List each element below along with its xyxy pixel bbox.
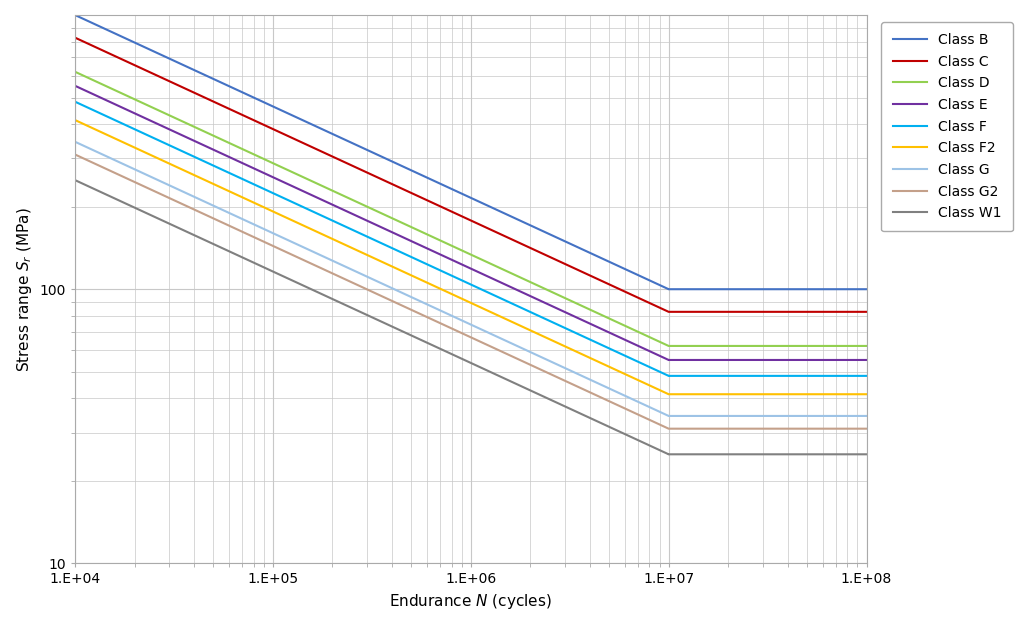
Class B: [662, 285, 674, 293]
Line: Class F2: Class F2: [75, 120, 867, 394]
Class F: [662, 372, 674, 379]
Class B: [860, 285, 873, 293]
Line: Class D: Class D: [75, 72, 867, 346]
Line: Class G: Class G: [75, 141, 867, 416]
Class B: [272, 105, 285, 113]
Class D: [332, 190, 344, 197]
Class D: [69, 68, 81, 76]
Class F: [272, 192, 285, 200]
Class G2: [303, 259, 316, 267]
Class E: [332, 203, 344, 211]
X-axis label: Endurance $N$ (cycles): Endurance $N$ (cycles): [390, 592, 552, 611]
Class G: [662, 412, 674, 419]
Line: Class W1: Class W1: [75, 180, 867, 454]
Class C: [860, 308, 873, 316]
Class F2: [272, 210, 285, 218]
Class E: [69, 82, 81, 90]
Class G2: [332, 272, 344, 280]
Class C: [662, 308, 674, 316]
Line: Class E: Class E: [75, 86, 867, 360]
Class D: [615, 321, 627, 328]
Class W1: [860, 451, 873, 458]
Class F: [69, 98, 81, 105]
Y-axis label: Stress range $S_r$ (MPa): Stress range $S_r$ (MPa): [15, 207, 34, 372]
Class W1: [69, 177, 81, 184]
Class E: [860, 356, 873, 364]
Class B: [615, 264, 627, 271]
Class B: [793, 285, 805, 293]
Class W1: [332, 298, 344, 305]
Class E: [662, 356, 674, 364]
Line: Class F: Class F: [75, 101, 867, 376]
Class C: [69, 34, 81, 41]
Class G2: [860, 425, 873, 433]
Class G: [793, 412, 805, 419]
Class D: [793, 342, 805, 350]
Class G: [272, 232, 285, 240]
Class G: [707, 412, 720, 419]
Class F2: [860, 391, 873, 398]
Class G: [303, 246, 316, 254]
Class F: [303, 206, 316, 213]
Class F2: [707, 391, 720, 398]
Class B: [707, 285, 720, 293]
Class C: [615, 286, 627, 294]
Class B: [332, 133, 344, 140]
Class G2: [793, 425, 805, 433]
Class D: [662, 342, 674, 350]
Class W1: [793, 451, 805, 458]
Class F: [707, 372, 720, 379]
Class C: [793, 308, 805, 316]
Class F2: [662, 391, 674, 398]
Class E: [793, 356, 805, 364]
Class F: [332, 219, 344, 227]
Class C: [272, 128, 285, 135]
Class D: [303, 177, 316, 184]
Class W1: [707, 451, 720, 458]
Class F2: [332, 238, 344, 245]
Legend: Class B, Class C, Class D, Class E, Class F, Class F2, Class G, Class G2, Class : Class B, Class C, Class D, Class E, Clas…: [881, 22, 1013, 231]
Line: Class G2: Class G2: [75, 155, 867, 429]
Class G: [69, 138, 81, 145]
Class E: [303, 190, 316, 198]
Class C: [707, 308, 720, 316]
Class W1: [303, 285, 316, 292]
Class G: [332, 259, 344, 267]
Line: Class C: Class C: [75, 38, 867, 312]
Line: Class B: Class B: [75, 15, 867, 289]
Class F: [793, 372, 805, 379]
Class G2: [69, 151, 81, 158]
Class G: [860, 412, 873, 419]
Class F2: [793, 391, 805, 398]
Class F: [615, 350, 627, 357]
Class F: [860, 372, 873, 379]
Class E: [272, 176, 285, 183]
Class B: [69, 11, 81, 19]
Class G2: [662, 425, 674, 433]
Class F2: [615, 369, 627, 376]
Class C: [332, 155, 344, 163]
Class D: [860, 342, 873, 350]
Class D: [272, 162, 285, 170]
Class F2: [69, 116, 81, 124]
Class G2: [272, 245, 285, 252]
Class G2: [615, 403, 627, 411]
Class C: [303, 142, 316, 150]
Class E: [707, 356, 720, 364]
Class G2: [707, 425, 720, 433]
Class W1: [272, 270, 285, 278]
Class F2: [303, 225, 316, 232]
Class E: [615, 334, 627, 342]
Class W1: [662, 451, 674, 458]
Class D: [707, 342, 720, 350]
Class B: [303, 120, 316, 127]
Class G: [615, 390, 627, 398]
Class W1: [615, 429, 627, 436]
